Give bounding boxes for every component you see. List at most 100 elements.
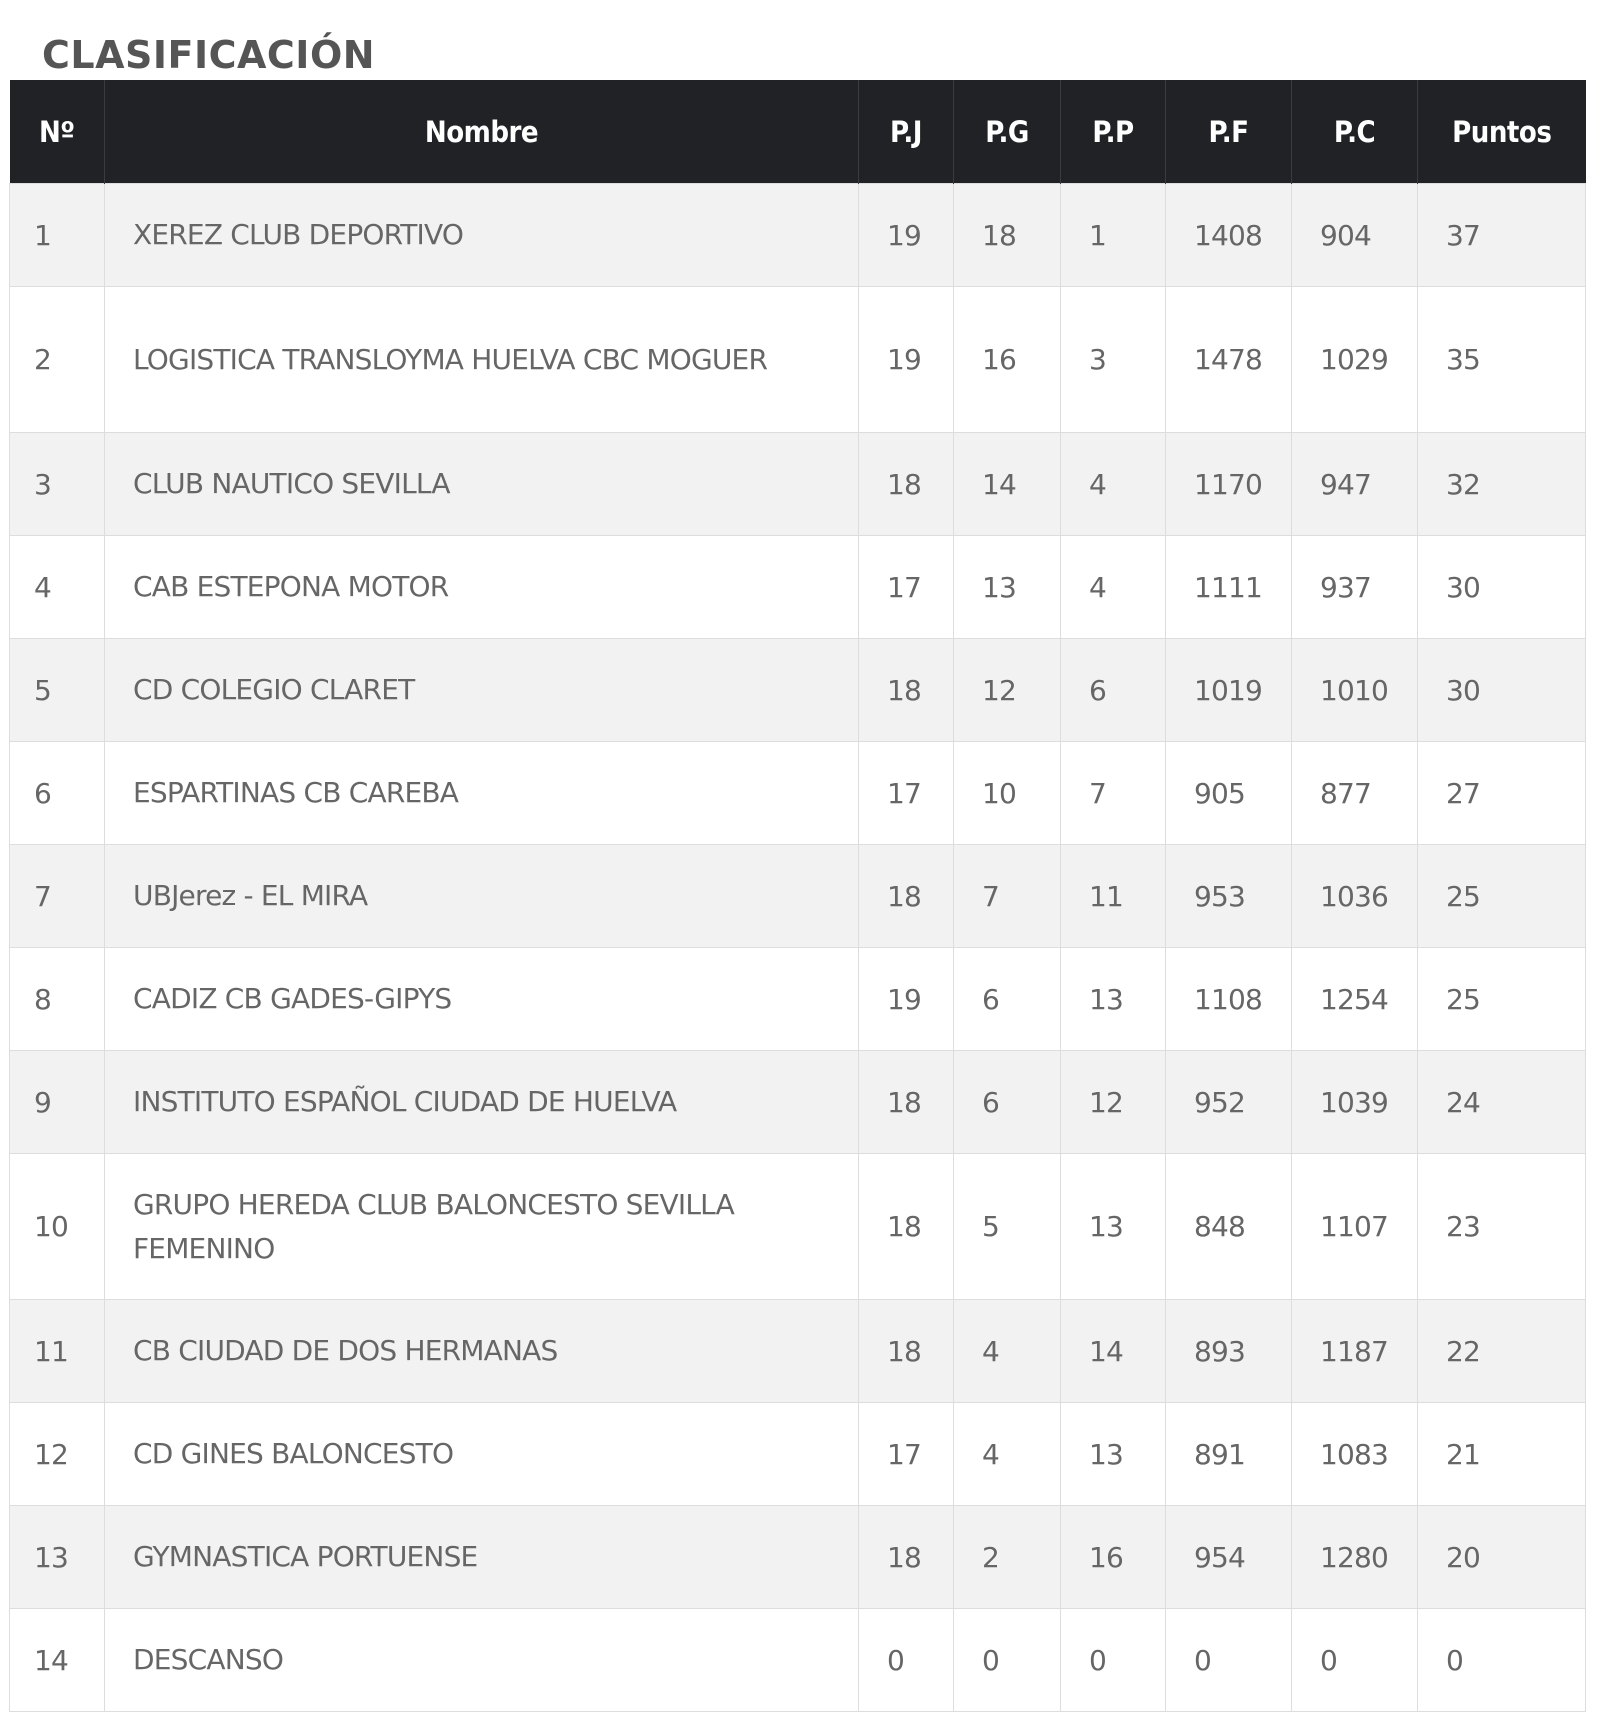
cell-team-name: CLUB NAUTICO SEVILLA — [104, 432, 859, 536]
table-row: 12 CD GINES BALONCESTO 17 4 13 891 1083 … — [9, 1402, 1586, 1506]
cell-total-points: 0 — [1417, 1608, 1586, 1712]
cell-position: 4 — [9, 535, 105, 639]
cell-position: 12 — [9, 1402, 105, 1506]
cell-played: 17 — [858, 535, 954, 639]
cell-won: 10 — [953, 741, 1061, 845]
cell-won: 13 — [953, 535, 1061, 639]
cell-lost: 14 — [1060, 1299, 1166, 1403]
cell-lost: 0 — [1060, 1608, 1166, 1712]
cell-total-points: 30 — [1417, 638, 1586, 742]
cell-points-for: 1478 — [1165, 286, 1292, 433]
cell-total-points: 22 — [1417, 1299, 1586, 1403]
cell-points-for: 1408 — [1165, 183, 1292, 287]
header-lost: P.P — [1060, 80, 1166, 184]
cell-team-name: CD GINES BALONCESTO — [104, 1402, 859, 1506]
cell-lost: 13 — [1060, 947, 1166, 1051]
cell-played: 17 — [858, 1402, 954, 1506]
cell-played: 18 — [858, 432, 954, 536]
cell-team-name: UBJerez - EL MIRA — [104, 844, 859, 948]
cell-team-name: CADIZ CB GADES-GIPYS — [104, 947, 859, 1051]
cell-played: 18 — [858, 1299, 954, 1403]
cell-position: 1 — [9, 183, 105, 287]
cell-points-against: 1254 — [1291, 947, 1418, 1051]
cell-points-against: 1107 — [1291, 1153, 1418, 1300]
cell-points-for: 1108 — [1165, 947, 1292, 1051]
cell-won: 2 — [953, 1505, 1061, 1609]
cell-position: 10 — [9, 1153, 105, 1300]
cell-won: 4 — [953, 1402, 1061, 1506]
cell-lost: 7 — [1060, 741, 1166, 845]
page-title: CLASIFICACIÓN — [42, 33, 376, 78]
cell-points-for: 952 — [1165, 1050, 1292, 1154]
cell-points-against: 1280 — [1291, 1505, 1418, 1609]
table-row: 2 LOGISTICA TRANSLOYMA HUELVA CBC MOGUER… — [9, 286, 1586, 433]
cell-position: 9 — [9, 1050, 105, 1154]
cell-points-against: 1036 — [1291, 844, 1418, 948]
cell-won: 6 — [953, 1050, 1061, 1154]
header-points-against: P.C — [1291, 80, 1418, 184]
cell-points-against: 1187 — [1291, 1299, 1418, 1403]
cell-won: 7 — [953, 844, 1061, 948]
cell-won: 4 — [953, 1299, 1061, 1403]
cell-played: 18 — [858, 1050, 954, 1154]
cell-won: 5 — [953, 1153, 1061, 1300]
cell-total-points: 23 — [1417, 1153, 1586, 1300]
table-body: 1 XEREZ CLUB DEPORTIVO 19 18 1 1408 904 … — [9, 183, 1586, 1712]
cell-position: 13 — [9, 1505, 105, 1609]
header-name: Nombre — [104, 80, 859, 184]
cell-team-name: LOGISTICA TRANSLOYMA HUELVA CBC MOGUER — [104, 286, 859, 433]
header-won: P.G — [953, 80, 1061, 184]
cell-points-for: 905 — [1165, 741, 1292, 845]
cell-total-points: 27 — [1417, 741, 1586, 845]
table-row: 5 CD COLEGIO CLARET 18 12 6 1019 1010 30 — [9, 638, 1586, 742]
cell-won: 14 — [953, 432, 1061, 536]
cell-total-points: 32 — [1417, 432, 1586, 536]
cell-total-points: 30 — [1417, 535, 1586, 639]
cell-points-for: 954 — [1165, 1505, 1292, 1609]
cell-points-for: 893 — [1165, 1299, 1292, 1403]
cell-lost: 3 — [1060, 286, 1166, 433]
cell-team-name: XEREZ CLUB DEPORTIVO — [104, 183, 859, 287]
cell-lost: 4 — [1060, 432, 1166, 536]
header-points-for: P.F — [1165, 80, 1292, 184]
cell-position: 5 — [9, 638, 105, 742]
cell-points-against: 1083 — [1291, 1402, 1418, 1506]
table-row: 11 CB CIUDAD DE DOS HERMANAS 18 4 14 893… — [9, 1299, 1586, 1403]
cell-lost: 13 — [1060, 1153, 1166, 1300]
cell-team-name: CB CIUDAD DE DOS HERMANAS — [104, 1299, 859, 1403]
table-row: 10 GRUPO HEREDA CLUB BALONCESTO SEVILLA … — [9, 1153, 1586, 1300]
header-played: P.J — [858, 80, 954, 184]
table-row: 4 CAB ESTEPONA MOTOR 17 13 4 1111 937 30 — [9, 535, 1586, 639]
cell-total-points: 35 — [1417, 286, 1586, 433]
cell-played: 18 — [858, 1153, 954, 1300]
cell-points-against: 1029 — [1291, 286, 1418, 433]
cell-played: 19 — [858, 183, 954, 287]
cell-lost: 4 — [1060, 535, 1166, 639]
cell-won: 6 — [953, 947, 1061, 1051]
cell-total-points: 25 — [1417, 844, 1586, 948]
standings-table: Nº Nombre P.J P.G P.P P.F P.C Puntos 1 X… — [9, 80, 1586, 1712]
cell-played: 18 — [858, 844, 954, 948]
cell-won: 0 — [953, 1608, 1061, 1712]
table-header: Nº Nombre P.J P.G P.P P.F P.C Puntos — [9, 80, 1586, 184]
cell-lost: 13 — [1060, 1402, 1166, 1506]
cell-won: 16 — [953, 286, 1061, 433]
header-row: Nº Nombre P.J P.G P.P P.F P.C Puntos — [9, 80, 1586, 184]
table-row: 7 UBJerez - EL MIRA 18 7 11 953 1036 25 — [9, 844, 1586, 948]
cell-position: 7 — [9, 844, 105, 948]
cell-position: 8 — [9, 947, 105, 1051]
cell-points-against: 1039 — [1291, 1050, 1418, 1154]
cell-played: 19 — [858, 947, 954, 1051]
cell-total-points: 24 — [1417, 1050, 1586, 1154]
cell-lost: 1 — [1060, 183, 1166, 287]
cell-total-points: 37 — [1417, 183, 1586, 287]
cell-points-for: 1170 — [1165, 432, 1292, 536]
cell-points-for: 848 — [1165, 1153, 1292, 1300]
cell-won: 12 — [953, 638, 1061, 742]
cell-lost: 12 — [1060, 1050, 1166, 1154]
cell-points-for: 1111 — [1165, 535, 1292, 639]
table-row: 14 DESCANSO 0 0 0 0 0 0 — [9, 1608, 1586, 1712]
cell-played: 0 — [858, 1608, 954, 1712]
cell-total-points: 20 — [1417, 1505, 1586, 1609]
cell-points-for: 1019 — [1165, 638, 1292, 742]
